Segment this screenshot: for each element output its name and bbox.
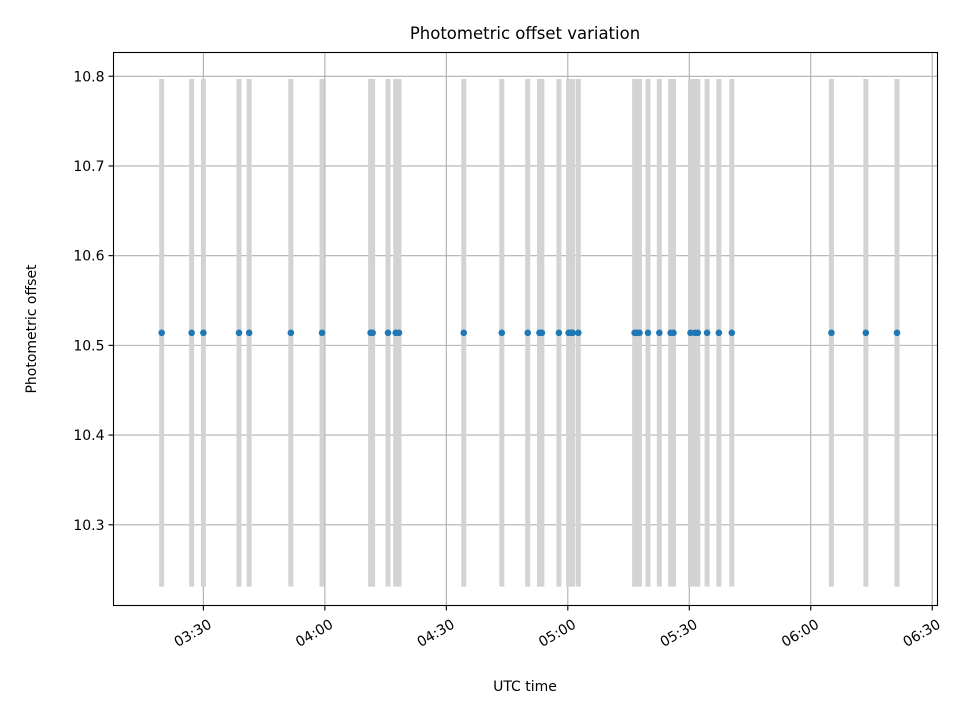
x-axis-label: UTC time xyxy=(493,679,557,695)
data-point xyxy=(498,329,506,337)
data-point xyxy=(384,329,392,337)
data-point xyxy=(656,329,663,337)
chart-title: Photometric offset variation xyxy=(410,24,640,43)
data-point xyxy=(188,329,195,337)
x-tick-label: 06:30 xyxy=(901,617,944,651)
data-point xyxy=(235,329,243,337)
data-point xyxy=(158,329,165,337)
y-axis-label: Photometric offset xyxy=(24,264,40,394)
y-tick-label: 10.5 xyxy=(73,338,104,354)
data-point xyxy=(728,329,736,337)
y-tick-label: 10.7 xyxy=(73,159,104,175)
data-point xyxy=(200,329,207,337)
data-point xyxy=(670,329,677,337)
x-tick-label: 06:00 xyxy=(779,617,822,651)
data-point xyxy=(862,329,870,337)
data-point xyxy=(694,329,702,337)
x-axis-ticks: 03:30 04:00 04:30 05:00 05:30 06:00 06:30 xyxy=(172,605,944,651)
data-point xyxy=(538,329,546,337)
y-tick-label: 10.3 xyxy=(73,518,104,534)
data-point xyxy=(893,329,901,337)
y-tick-label: 10.6 xyxy=(73,249,104,265)
data-point xyxy=(636,329,643,337)
data-point xyxy=(318,329,326,337)
data-point xyxy=(703,329,711,337)
plot-frame xyxy=(112,51,939,607)
data-point xyxy=(569,329,576,337)
x-tick-label: 04:30 xyxy=(415,617,458,651)
data-point xyxy=(575,329,582,337)
data-point xyxy=(460,329,468,337)
data-point xyxy=(644,329,652,337)
data-point xyxy=(369,329,376,337)
data-point xyxy=(287,329,295,337)
data-point xyxy=(524,329,532,337)
data-point xyxy=(555,329,563,337)
y-axis-ticks: 10.3 10.4 10.5 10.6 10.7 10.8 xyxy=(73,69,114,534)
y-tick-label: 10.8 xyxy=(73,69,104,85)
data-points xyxy=(158,329,901,337)
data-point xyxy=(715,329,723,337)
x-tick-label: 03:30 xyxy=(172,617,215,651)
x-tick-label: 04:00 xyxy=(293,617,336,651)
x-tick-label: 05:00 xyxy=(536,617,579,651)
data-point xyxy=(245,329,253,337)
data-point xyxy=(395,329,403,337)
y-tick-label: 10.4 xyxy=(73,428,104,444)
data-point xyxy=(828,329,835,337)
x-tick-label: 05:30 xyxy=(658,617,701,651)
